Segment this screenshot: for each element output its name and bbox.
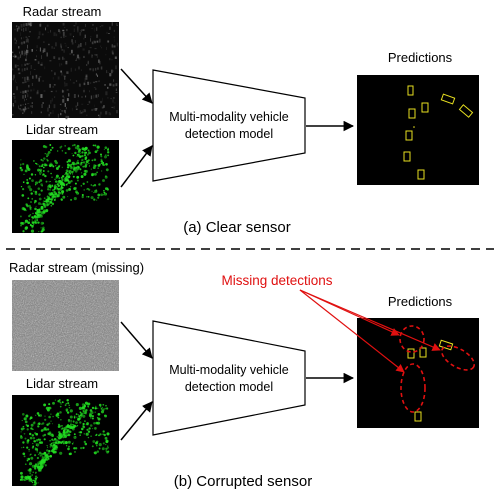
detection-model-box-a <box>152 69 306 182</box>
panel-b: Radar stream (missing) Lidar stream Mult… <box>9 260 479 490</box>
arrow-lidar-to-model-b <box>120 401 153 441</box>
arrow-radar-to-model-a <box>120 68 153 104</box>
predictions-label-b: Predictions <box>388 294 453 309</box>
caption-b: (b) Corrupted sensor <box>174 473 312 490</box>
predictions-image-a <box>357 75 479 185</box>
radar-image-a <box>12 22 119 120</box>
model-label-line1-b: Multi-modality vehicle <box>169 363 289 377</box>
missing-detections-label: Missing detections <box>221 273 332 288</box>
missing-ellipse-3 <box>400 363 426 413</box>
predictions-image-b <box>357 318 479 428</box>
radar-image-b <box>12 280 119 371</box>
predictions-label-a: Predictions <box>388 50 453 65</box>
model-label-line2-a: detection model <box>185 127 273 141</box>
caption-a: (a) Clear sensor <box>183 219 291 236</box>
panel-a: Radar stream Lidar stream Multi-modality… <box>12 4 479 236</box>
lidar-stream-label-b: Lidar stream <box>26 376 98 391</box>
lidar-points-a <box>19 143 110 233</box>
missing-detection-arrows <box>299 289 441 373</box>
detection-model-box-b <box>152 320 306 436</box>
model-label-line1-a: Multi-modality vehicle <box>169 110 289 124</box>
arrow-radar-to-model-b <box>120 321 153 359</box>
missing-ellipse-1 <box>399 325 425 353</box>
prediction-boxes-b <box>407 339 454 422</box>
radar-stream-label-b: Radar stream (missing) <box>9 260 144 275</box>
prediction-boxes-a <box>403 85 474 180</box>
missing-ellipse-2 <box>440 345 476 371</box>
missing-detection-ellipses <box>399 325 476 413</box>
radar-texture-a <box>12 22 119 120</box>
lidar-image-a <box>12 140 119 233</box>
radar-stream-label-a: Radar stream <box>23 4 102 19</box>
lidar-points-b <box>19 398 110 486</box>
arrow-lidar-to-model-a <box>120 145 153 188</box>
lidar-stream-label-a: Lidar stream <box>26 122 98 137</box>
model-label-line2-b: detection model <box>185 380 273 394</box>
lidar-image-b <box>12 395 119 486</box>
